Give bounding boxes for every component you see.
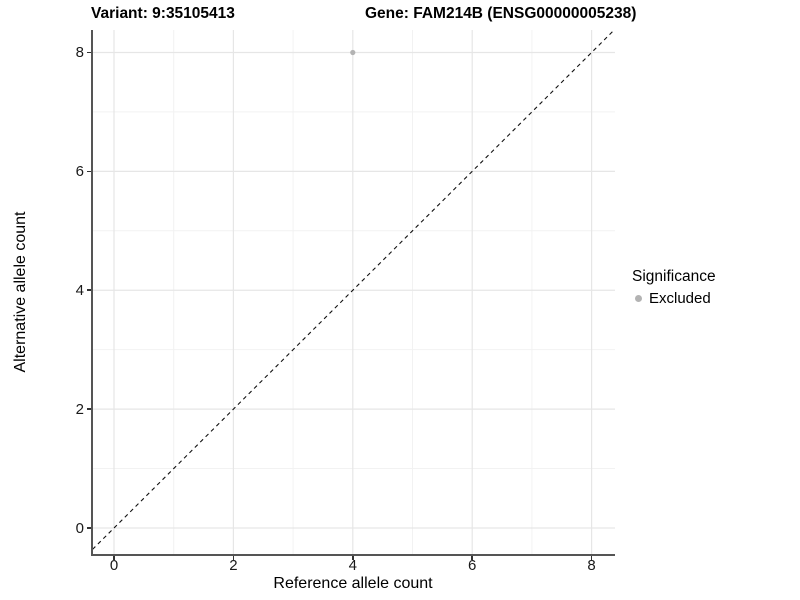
x-tick-mark <box>590 555 593 560</box>
y-tick-mark <box>86 408 91 410</box>
legend: Significance Excluded <box>632 267 716 307</box>
x-axis-label: Reference allele count <box>273 575 433 592</box>
legend-title: Significance <box>632 268 716 285</box>
x-tick-mark <box>113 555 115 560</box>
y-tick-mark <box>86 51 91 54</box>
x-tick-label: 0 <box>109 557 119 574</box>
legend-item: Excluded <box>632 290 716 307</box>
plot-panel <box>92 30 615 554</box>
gene-title: Gene: FAM214B (ENSG00000005238) <box>365 5 637 22</box>
y-tick-mark <box>86 289 91 291</box>
legend-item-label: Excluded <box>649 290 711 307</box>
y-tick-label: 8 <box>75 43 84 61</box>
y-axis-line <box>90 30 93 556</box>
x-tick-mark <box>352 555 354 560</box>
x-tick-mark <box>232 555 235 560</box>
variant-title: Variant: 9:35105413 <box>91 5 235 22</box>
y-axis-label: Alternative allele count <box>12 211 29 373</box>
scatter-plot-area <box>92 30 615 554</box>
y-tick-label: 6 <box>75 162 84 180</box>
x-tick-label: 6 <box>468 557 477 574</box>
y-tick-label: 2 <box>75 400 84 418</box>
y-tick-mark <box>86 527 91 529</box>
y-tick-label: 4 <box>75 281 84 299</box>
identity-reference-line <box>92 30 615 551</box>
legend-items: Excluded <box>632 290 716 307</box>
x-tick-label: 4 <box>348 557 357 574</box>
y-tick-mark <box>86 170 91 173</box>
data-point <box>350 49 356 56</box>
y-tick-label: 0 <box>75 519 84 537</box>
x-tick-label: 8 <box>587 557 596 574</box>
x-axis-line <box>90 553 615 556</box>
x-tick-label: 2 <box>229 557 238 574</box>
x-tick-mark <box>471 555 473 560</box>
legend-point-icon <box>635 295 642 302</box>
